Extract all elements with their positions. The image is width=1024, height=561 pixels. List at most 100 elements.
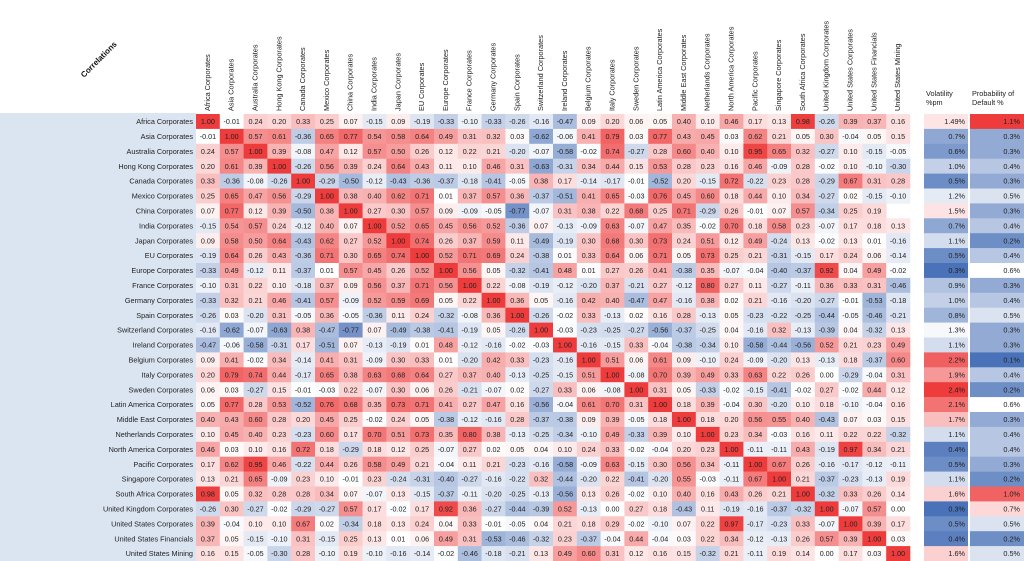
heatmap-cell	[719, 352, 744, 368]
row-label: Singapore Corporates	[122, 475, 194, 484]
heatmap-cell	[553, 337, 578, 353]
heatmap-cell	[219, 471, 244, 487]
cell-value: 0.13	[534, 549, 548, 558]
heatmap-cell	[315, 382, 340, 398]
cell-value: 0.28	[249, 400, 263, 409]
heatmap-cell	[267, 352, 292, 368]
probability-of-default-value: 0.5%	[1003, 311, 1020, 320]
heatmap-cell	[576, 397, 601, 413]
cell-value: -0.36	[366, 311, 382, 320]
heatmap-cell	[576, 322, 601, 338]
heatmap-cell	[791, 292, 816, 308]
probability-of-default-value: 0.3%	[1003, 460, 1020, 469]
column-label: United States Corporates	[846, 29, 855, 111]
heatmap-cell	[529, 307, 554, 323]
heatmap-cell	[315, 292, 340, 308]
cell-value: -0.04	[866, 370, 882, 379]
heatmap-cell	[267, 397, 292, 413]
cell-value: -0.01	[842, 296, 858, 305]
heatmap-cell	[386, 203, 411, 219]
heatmap-cell	[814, 441, 839, 457]
heatmap-cell	[243, 412, 268, 428]
heatmap-cell	[243, 143, 268, 159]
cell-value: 0.01	[320, 266, 334, 275]
cell-value: 0.45	[677, 192, 691, 201]
cell-value: 0.13	[891, 221, 905, 230]
heatmap-cell	[838, 218, 863, 234]
cell-value: 0.23	[796, 221, 810, 230]
volatility-value: 1.0%	[948, 296, 965, 305]
cell-value: 0.69	[487, 251, 501, 260]
cell-value: 0.13	[582, 490, 596, 499]
volatility-value: 0.5%	[948, 519, 965, 528]
row-label: United Kingdom Corporates	[103, 504, 193, 513]
heatmap-cell	[196, 426, 221, 443]
cell-value: -0.05	[509, 177, 525, 186]
heatmap-cell	[576, 441, 601, 457]
heatmap-cell	[529, 322, 554, 338]
heatmap-cell	[362, 471, 387, 487]
cell-value: 0.33	[510, 355, 524, 364]
heatmap-cell	[410, 203, 435, 219]
heatmap-cell	[434, 248, 459, 264]
volatility-value: 1.5%	[948, 206, 965, 215]
heatmap-cell	[291, 114, 316, 130]
probability-of-default-value: 0.3%	[1003, 281, 1020, 290]
cell-value: 0.25	[320, 117, 334, 126]
cell-value: 0.03	[891, 534, 905, 543]
cell-value: 0.77	[225, 206, 239, 215]
heatmap-cell	[291, 382, 316, 398]
heatmap-cell	[291, 486, 316, 502]
heatmap-cell	[624, 218, 649, 234]
heatmap-cell	[505, 292, 530, 308]
cell-value: 0.28	[510, 415, 524, 424]
cell-value: 0.19	[344, 549, 358, 558]
cell-value: -0.41	[628, 475, 644, 484]
heatmap-cell	[814, 277, 839, 294]
row-label: Pacific Corporates	[133, 460, 193, 469]
cell-value: -0.02	[700, 221, 716, 230]
heatmap-cell	[767, 292, 792, 308]
row-label: Asia Corporates	[141, 132, 194, 141]
heatmap-cell	[767, 143, 792, 159]
heatmap-cell	[386, 382, 411, 398]
cell-value: 0.34	[320, 490, 334, 499]
cell-value: 0.31	[225, 281, 239, 290]
heatmap-cell	[410, 531, 435, 547]
heatmap-cell	[338, 531, 363, 547]
heatmap-cell	[553, 263, 578, 279]
heatmap-cell	[196, 322, 221, 338]
heatmap-cell	[434, 382, 459, 398]
cell-value: 0.28	[796, 177, 810, 186]
cell-value: 0.46	[487, 162, 501, 171]
heatmap-cell	[457, 114, 482, 130]
cell-value: 0.13	[201, 475, 215, 484]
heatmap-cell	[719, 292, 744, 308]
heatmap-cell	[481, 486, 506, 502]
heatmap-cell	[576, 114, 601, 130]
cell-value: 0.76	[653, 192, 667, 201]
cell-value: -0.13	[581, 504, 597, 513]
heatmap-cell	[505, 352, 530, 368]
cell-value: -0.37	[295, 266, 311, 275]
cell-value: 0.05	[225, 490, 239, 499]
heatmap-cell	[576, 516, 601, 532]
cell-value: 1.00	[844, 519, 858, 528]
heatmap-cell	[219, 218, 244, 234]
cell-value: 0.10	[725, 341, 739, 350]
cell-value: -0.44	[557, 475, 573, 484]
cell-value: 0.12	[439, 147, 453, 156]
cell-value: -0.62	[224, 326, 240, 335]
probability-of-default-value: 0.4%	[1003, 430, 1020, 439]
cell-value: 0.37	[201, 534, 215, 543]
heatmap-cell	[219, 292, 244, 308]
column-label: Mexico Corporates	[322, 49, 331, 111]
cell-value: -0.02	[366, 415, 382, 424]
heatmap-cell	[886, 233, 911, 249]
row-label: Netherlands Corporates	[116, 430, 194, 439]
cell-value: 0.24	[510, 251, 524, 260]
cell-value: -0.33	[200, 296, 216, 305]
cell-value: 0.32	[796, 147, 810, 156]
column-label: Netherlands Corporates	[703, 33, 712, 111]
